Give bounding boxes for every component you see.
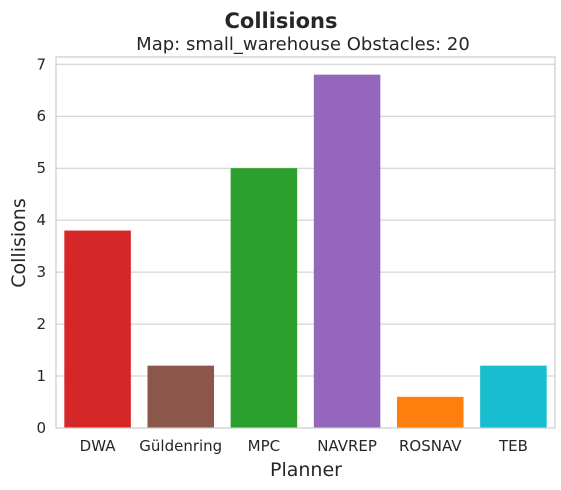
x-tick-label: TEB <box>498 437 528 455</box>
chart-subtitle: Map: small_warehouse Obstacles: 20 <box>136 34 470 55</box>
y-tick-label: 2 <box>36 315 46 333</box>
chart-title: Collisions <box>224 9 337 33</box>
bar-dwa <box>64 231 131 428</box>
x-tick-label: DWA <box>80 437 117 455</box>
y-tick-label: 4 <box>36 211 46 229</box>
x-tick-labels: DWA Güldenring MPC NAVREP ROSNAV TEB <box>80 437 528 455</box>
bar-mpc <box>231 168 298 428</box>
y-tick-label: 7 <box>36 55 46 73</box>
x-tick-label: Güldenring <box>139 437 222 455</box>
y-tick-label: 1 <box>36 367 46 385</box>
bar-rosnav <box>397 397 464 428</box>
y-tick-labels: 0 1 2 3 4 5 6 7 <box>36 55 46 437</box>
y-tick-label: 6 <box>36 107 46 125</box>
x-axis-label: Planner <box>270 459 342 481</box>
bars <box>64 75 546 428</box>
y-tick-label: 3 <box>36 263 46 281</box>
x-tick-label: MPC <box>248 437 280 455</box>
bar-teb <box>480 366 547 428</box>
y-axis-label: Collisions <box>8 198 30 287</box>
bar-g-ldenring <box>147 366 214 428</box>
y-tick-label: 0 <box>36 419 46 437</box>
x-tick-label: ROSNAV <box>399 437 462 455</box>
y-tick-label: 5 <box>36 159 46 177</box>
x-tick-label: NAVREP <box>317 437 377 455</box>
bar-navrep <box>314 75 381 428</box>
